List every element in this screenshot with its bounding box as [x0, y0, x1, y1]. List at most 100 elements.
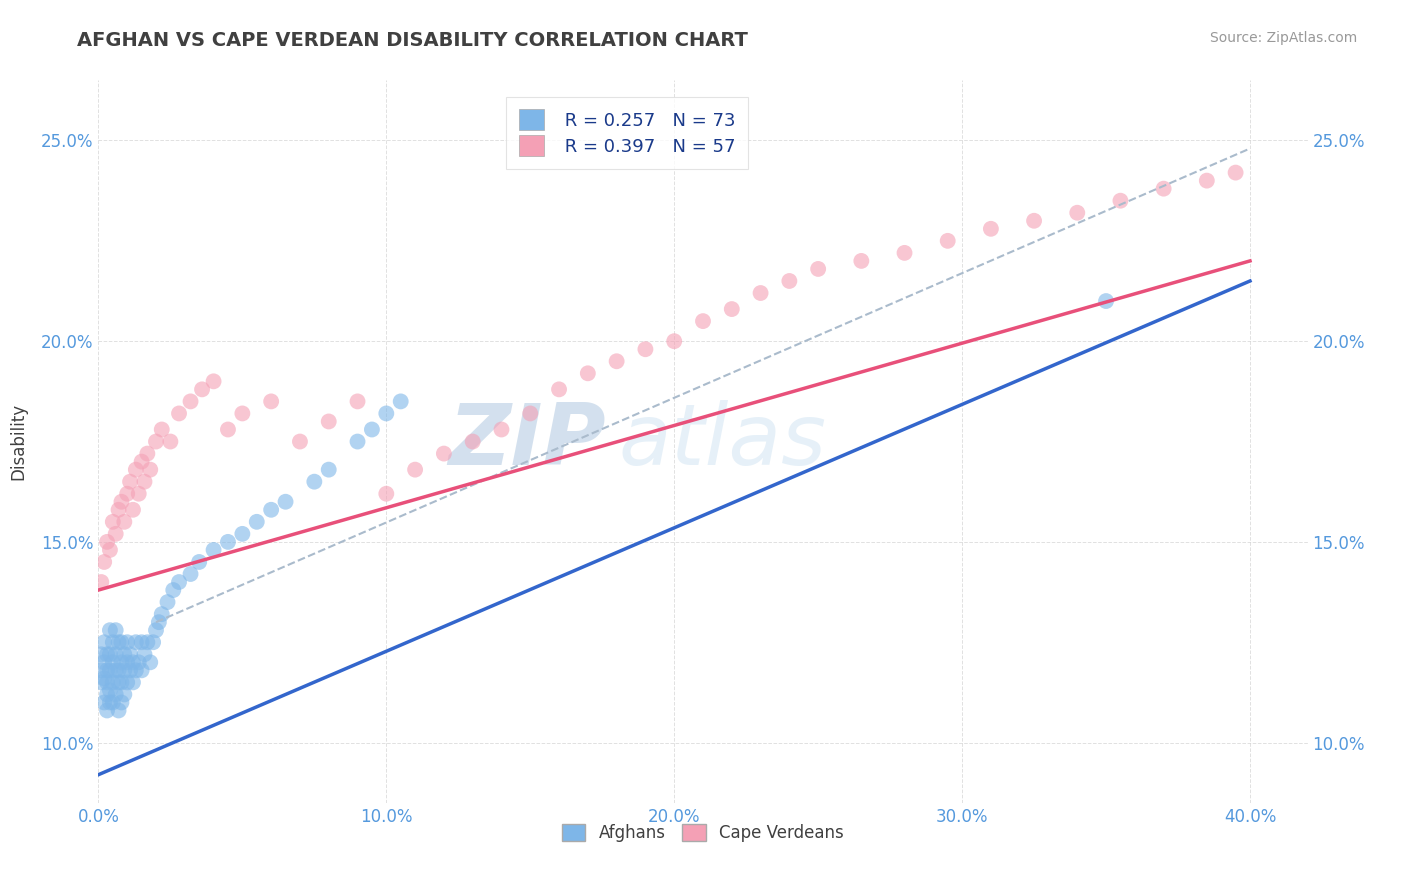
Point: [433, 447, 456, 461]
Point: [202, 375, 225, 389]
Point: [131, 664, 153, 678]
Point: [128, 486, 150, 500]
Point: [167, 406, 190, 420]
Point: [634, 342, 657, 356]
Point: [125, 462, 148, 476]
Point: [101, 635, 124, 649]
Point: [1095, 293, 1118, 308]
Point: [1022, 213, 1045, 227]
Point: [404, 462, 426, 476]
Point: [90, 675, 112, 690]
Point: [128, 655, 150, 669]
Point: [134, 475, 156, 489]
Point: [112, 664, 135, 678]
Point: [101, 675, 124, 690]
Point: [131, 635, 153, 649]
Point: [664, 334, 686, 348]
Point: [101, 696, 124, 710]
Point: [96, 664, 118, 678]
Point: [107, 703, 129, 717]
Point: [90, 648, 112, 662]
Point: [98, 542, 121, 557]
Point: [134, 648, 156, 662]
Point: [104, 623, 127, 637]
Point: [246, 515, 269, 529]
Point: [180, 394, 202, 409]
Point: [1153, 181, 1175, 195]
Point: [110, 635, 132, 649]
Point: [93, 635, 115, 649]
Point: [112, 648, 135, 662]
Point: [749, 285, 772, 300]
Point: [162, 583, 184, 598]
Point: [346, 394, 368, 409]
Point: [110, 494, 132, 508]
Point: [389, 394, 412, 409]
Point: [692, 314, 714, 328]
Point: [156, 595, 179, 609]
Point: [288, 434, 311, 449]
Point: [576, 366, 599, 380]
Point: [112, 687, 135, 701]
Point: [96, 648, 118, 662]
Point: [98, 648, 121, 662]
Point: [110, 696, 132, 710]
Point: [120, 664, 142, 678]
Point: [115, 655, 138, 669]
Point: [606, 354, 628, 368]
Point: [110, 675, 132, 690]
Point: [159, 434, 181, 449]
Point: [807, 261, 830, 276]
Point: [260, 502, 283, 516]
Point: [136, 447, 159, 461]
Point: [461, 434, 484, 449]
Point: [98, 683, 121, 698]
Point: [180, 567, 202, 582]
Point: [361, 423, 384, 437]
Point: [120, 475, 142, 489]
Point: [139, 462, 162, 476]
Point: [217, 423, 239, 437]
Point: [104, 526, 127, 541]
Point: [98, 696, 121, 710]
Point: [107, 664, 129, 678]
Point: [125, 635, 148, 649]
Point: [148, 615, 170, 630]
Point: [318, 414, 340, 428]
Point: [346, 434, 368, 449]
Point: [375, 406, 398, 420]
Point: [980, 222, 1002, 236]
Point: [93, 655, 115, 669]
Point: [318, 462, 340, 476]
Point: [93, 671, 115, 685]
Point: [107, 675, 129, 690]
Point: [115, 675, 138, 690]
Point: [167, 574, 190, 589]
Point: [217, 535, 239, 549]
Point: [112, 515, 135, 529]
Text: Source: ZipAtlas.com: Source: ZipAtlas.com: [1209, 31, 1357, 45]
Point: [142, 635, 165, 649]
Point: [131, 454, 153, 469]
Point: [936, 234, 959, 248]
Text: atlas: atlas: [619, 400, 827, 483]
Point: [93, 696, 115, 710]
Point: [150, 423, 173, 437]
Legend: Afghans, Cape Verdeans: Afghans, Cape Verdeans: [555, 817, 851, 848]
Point: [98, 623, 121, 637]
Point: [96, 687, 118, 701]
Point: [274, 494, 297, 508]
Point: [136, 635, 159, 649]
Point: [231, 406, 253, 420]
Point: [101, 515, 124, 529]
Point: [107, 635, 129, 649]
Text: ZIP: ZIP: [449, 400, 606, 483]
Point: [304, 475, 326, 489]
Point: [104, 664, 127, 678]
Point: [260, 394, 283, 409]
Point: [104, 687, 127, 701]
Point: [107, 502, 129, 516]
Point: [96, 535, 118, 549]
Point: [101, 655, 124, 669]
Point: [93, 555, 115, 569]
